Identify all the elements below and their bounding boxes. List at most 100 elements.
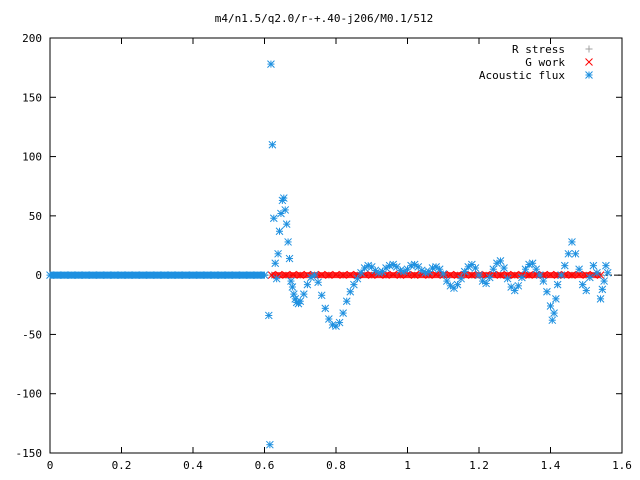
acoustic-flux-point: [353, 274, 362, 283]
acoustic-flux-point: [314, 278, 322, 287]
acoustic-flux-point: [598, 285, 607, 294]
y-tick-label: 200: [22, 32, 42, 45]
acoustic-flux-point: [439, 270, 448, 278]
x-tick-label: 1.2: [469, 459, 489, 472]
x-tick-label: 1: [404, 459, 411, 472]
acoustic-flux-point: [600, 277, 608, 285]
acoustic-flux-point: [346, 287, 355, 296]
acoustic-flux-point: [518, 273, 526, 282]
legend-label: G work: [525, 56, 565, 69]
acoustic-flux-point: [478, 277, 487, 285]
acoustic-flux-point: [510, 286, 519, 295]
x-tick-label: 0.8: [326, 459, 346, 472]
acoustic-flux-point: [603, 268, 612, 277]
legend-marker: [585, 58, 593, 66]
acoustic-flux-point: [560, 261, 569, 270]
acoustic-flux-point: [564, 249, 573, 258]
acoustic-flux-point: [350, 280, 358, 289]
y-tick-label: -50: [22, 328, 42, 341]
plot-border: [49, 37, 623, 454]
acoustic-flux-point: [503, 274, 512, 283]
acoustic-flux-point: [299, 290, 308, 298]
x-tick-label: 1.6: [612, 459, 632, 472]
y-tick-label: 50: [29, 210, 42, 223]
acoustic-flux-point: [310, 271, 319, 279]
legend-marker: [585, 45, 593, 53]
acoustic-flux-point: [442, 277, 451, 285]
y-axis: -150 -100 -50 0 50 100 150 200: [16, 32, 622, 460]
acoustic-flux-point: [266, 440, 274, 449]
acoustic-flux-point: [267, 60, 275, 68]
acoustic-flux-point: [342, 297, 351, 306]
acoustic-flux-point: [324, 315, 333, 323]
acoustic-flux-point: [289, 290, 298, 298]
acoustic-flux-point: [553, 280, 562, 289]
x-axis: 0 0.2 0.4 0.6 0.8 1 1.2 1.4 1.6: [47, 38, 632, 472]
acoustic-flux-point: [357, 268, 365, 277]
acoustic-flux-point: [335, 318, 344, 327]
acoustic-flux-point: [500, 264, 508, 272]
acoustic-flux-point: [303, 280, 312, 289]
y-tick-label: 150: [22, 91, 42, 104]
acoustic-flux-point: [269, 214, 278, 223]
acoustic-flux-point: [557, 271, 566, 279]
acoustic-flux-point: [571, 249, 580, 258]
y-tick-label: -150: [16, 447, 43, 460]
x-tick-label: 0: [47, 459, 54, 472]
acoustic-flux-point: [514, 281, 523, 290]
acoustic-flux-point: [275, 227, 284, 236]
acoustic-flux-point: [521, 265, 530, 274]
acoustic-flux-point: [585, 273, 594, 282]
acoustic-flux-point: [482, 279, 491, 288]
acoustic-flux-point: [453, 280, 462, 289]
acoustic-flux-point: [575, 265, 583, 274]
acoustic-flux-point: [296, 297, 305, 306]
y-tick-label: 100: [22, 151, 42, 164]
acoustic-flux-point: [285, 254, 294, 263]
acoustic-flux-point: [277, 209, 285, 218]
acoustic-flux-point: [552, 295, 560, 303]
acoustic-flux-point: [435, 265, 444, 274]
acoustic-flux-point: [532, 265, 541, 274]
legend-marker: [585, 71, 593, 79]
acoustic-flux-point: [539, 277, 548, 285]
acoustic-flux-point: [528, 259, 537, 268]
acoustic-flux-point: [288, 283, 297, 291]
acoustic-flux-point: [496, 257, 505, 265]
acoustic-flux-baseline-band: [50, 271, 265, 279]
acoustic-flux-point: [546, 302, 555, 310]
x-tick-label: 0.4: [183, 459, 203, 472]
x-tick-label: 0.2: [112, 459, 132, 472]
acoustic-flux-point: [460, 267, 469, 276]
acoustic-flux-point: [432, 262, 440, 271]
acoustic-flux-point: [282, 220, 291, 229]
acoustic-flux-point: [550, 309, 558, 317]
acoustic-flux-point: [321, 304, 330, 313]
x-tick-label: 1.4: [541, 459, 561, 472]
acoustic-flux-point: [548, 316, 557, 325]
series-layer: [46, 60, 612, 449]
acoustic-flux-point: [287, 277, 295, 285]
legend-label: R stress: [512, 43, 565, 56]
acoustic-flux-point: [317, 291, 326, 300]
acoustic-flux-point: [272, 274, 281, 283]
acoustic-flux-point: [475, 271, 483, 279]
acoustic-flux-point: [593, 268, 601, 277]
acoustic-flux-point: [589, 261, 598, 270]
acoustic-flux-point: [339, 309, 348, 317]
acoustic-flux-point: [543, 287, 551, 296]
acoustic-flux-point: [271, 259, 280, 268]
acoustic-flux-point: [489, 265, 498, 274]
acoustic-flux-point: [284, 238, 292, 246]
acoustic-flux-point: [279, 194, 288, 202]
acoustic-flux-point: [568, 238, 576, 246]
y-tick-label: 0: [35, 269, 42, 282]
acoustic-flux-point: [457, 274, 465, 283]
acoustic-flux-point: [582, 286, 591, 295]
chart-title: m4/n1.5/q2.0/r-+.40-j206/M0.1/512: [215, 12, 434, 25]
acoustic-flux-point: [268, 140, 277, 149]
acoustic-flux-point: [471, 264, 480, 272]
acoustic-flux-point: [485, 273, 494, 282]
